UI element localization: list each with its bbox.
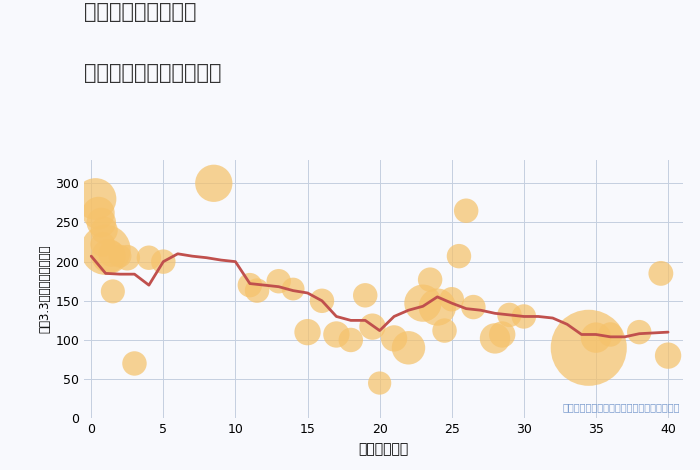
Point	[417, 299, 428, 307]
Point	[662, 352, 673, 360]
Point	[655, 270, 666, 277]
Point	[605, 331, 616, 338]
Point	[439, 327, 450, 334]
Point	[424, 276, 435, 283]
Point	[90, 195, 101, 203]
Point	[106, 250, 117, 258]
Point	[345, 336, 356, 344]
Point	[389, 335, 400, 342]
Point	[122, 254, 133, 261]
Point	[331, 331, 342, 338]
Point	[107, 288, 118, 295]
Y-axis label: 坪（3.3㎡）単価（万円）: 坪（3.3㎡）単価（万円）	[38, 245, 51, 333]
Point	[93, 209, 104, 217]
Point	[374, 379, 385, 387]
Point	[302, 329, 313, 336]
Text: 築年数別中古戸建て価格: 築年数別中古戸建て価格	[84, 63, 221, 84]
Point	[115, 252, 126, 260]
Point	[454, 252, 465, 260]
Point	[583, 344, 594, 352]
Point	[103, 252, 114, 260]
Point	[251, 287, 262, 294]
Point	[97, 241, 108, 248]
Text: 円の大きさは、取引のあった物件面積を示す: 円の大きさは、取引のあった物件面積を示す	[562, 402, 680, 412]
Point	[360, 291, 371, 299]
Point	[144, 254, 155, 261]
Point	[244, 282, 256, 289]
Point	[96, 219, 107, 226]
Point	[208, 180, 219, 187]
Text: 東京都板橋区幸町の: 東京都板橋区幸町の	[84, 2, 197, 23]
Point	[446, 296, 457, 303]
Point	[288, 285, 299, 293]
Point	[316, 297, 328, 305]
Point	[273, 277, 284, 285]
Point	[504, 311, 515, 319]
Point	[158, 258, 169, 266]
Point	[99, 227, 110, 234]
Point	[518, 313, 529, 320]
Point	[489, 335, 500, 342]
Point	[432, 303, 443, 311]
Point	[129, 360, 140, 367]
X-axis label: 築年数（年）: 築年数（年）	[358, 442, 408, 456]
Point	[634, 329, 645, 336]
Point	[461, 207, 472, 214]
Point	[100, 246, 111, 254]
Point	[367, 323, 378, 330]
Point	[590, 334, 601, 341]
Point	[403, 344, 414, 352]
Point	[496, 331, 507, 338]
Point	[468, 303, 479, 311]
